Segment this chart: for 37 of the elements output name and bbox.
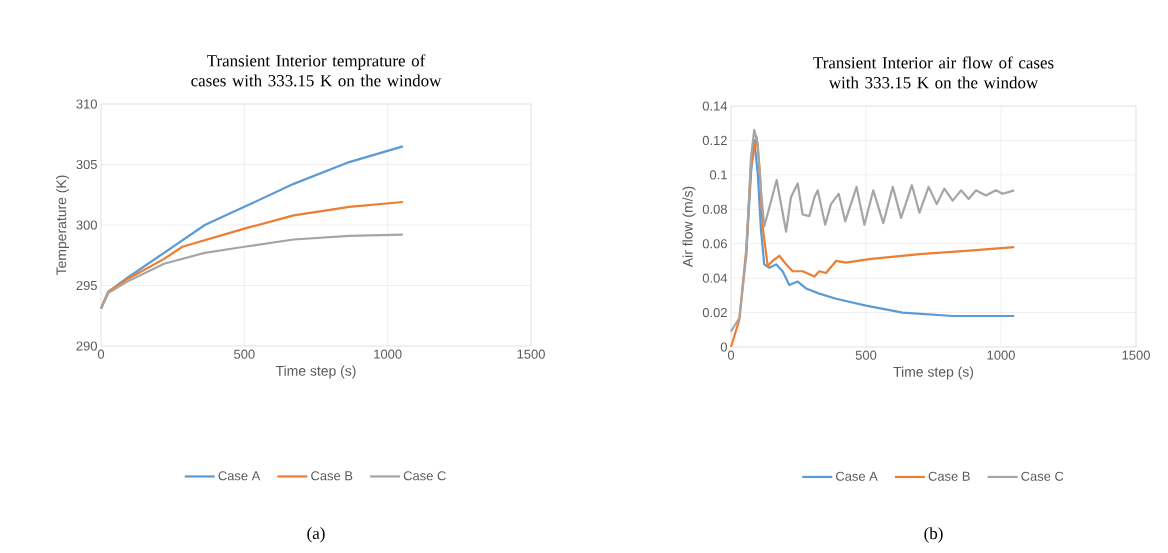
legend-label: Case C	[403, 471, 446, 481]
chart-title: Transient Interior air flow of cases with 333.15 K on the window	[813, 56, 1054, 89]
x-tick-label: 1000	[987, 350, 1015, 360]
legend-label: Case A	[836, 471, 878, 481]
y-tick-label: 0	[720, 342, 727, 352]
y-tick-label: 300	[76, 220, 97, 230]
y-tick-label: 0.08	[702, 204, 727, 214]
y-tick-label: 0.1	[709, 170, 727, 180]
x-tick-label: 1000	[374, 349, 402, 359]
x-tick-label: 1500	[1122, 350, 1150, 360]
x-tick-label: 0	[97, 349, 105, 359]
x-tick-label: 0	[727, 350, 735, 360]
x-tick-label: 500	[855, 350, 877, 360]
text: (b)	[924, 527, 943, 543]
line-series	[99, 233, 404, 310]
y-axis-title: Air flow (m/s)	[682, 186, 696, 268]
x-axis-title: Time step (s)	[275, 365, 356, 379]
line-series	[745, 139, 1016, 318]
text: (a)	[307, 527, 325, 543]
x-axis-title: Time step (s)	[893, 366, 974, 380]
y-tick-label: 0.02	[702, 307, 727, 318]
legend-label: Case B	[928, 471, 970, 481]
y-tick-label: 0.12	[702, 135, 727, 146]
x-tick-label: 500	[234, 349, 255, 359]
y-tick-label: 0.14	[702, 101, 728, 111]
y-tick-label: 0.06	[702, 239, 727, 249]
y-tick-label: 0.04	[702, 273, 728, 283]
y-tick-label: 290	[76, 341, 97, 351]
y-tick-label: 310	[76, 99, 97, 109]
y-tick-label: 295	[76, 280, 97, 291]
legend-label: Case C	[1021, 471, 1064, 481]
y-axis-title: Temperature (K)	[56, 175, 70, 276]
x-tick-label: 1500	[517, 349, 545, 359]
y-tick-label: 305	[76, 159, 97, 170]
chart-title: Transient Interior temprature of cases with 333.15 K on the window	[191, 54, 442, 87]
legend-label: Case A	[218, 471, 261, 481]
legend-label: Case B	[311, 471, 353, 481]
